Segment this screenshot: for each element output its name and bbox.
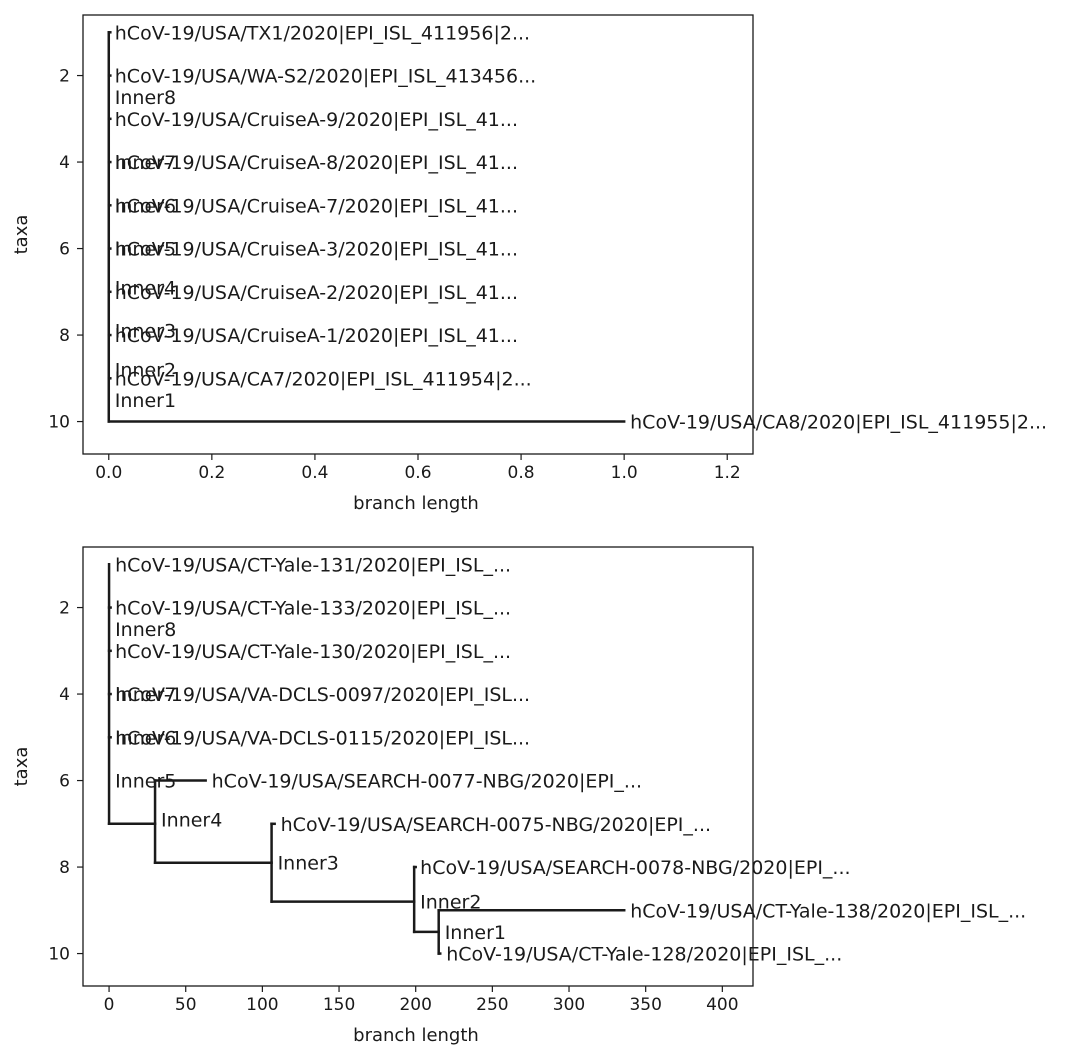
inner-node-label: Inner2 bbox=[420, 892, 481, 914]
y-tick-label: 8 bbox=[59, 326, 70, 346]
taxon-label: hCoV-19/USA/CT-Yale-128/2020|EPI_ISL_... bbox=[446, 944, 842, 966]
taxon-label: hCoV-19/USA/CT-Yale-133/2020|EPI_ISL_... bbox=[115, 598, 511, 620]
x-tick-label: 100 bbox=[246, 995, 278, 1015]
x-tick-label: 0.8 bbox=[508, 463, 535, 483]
x-tick-label: 350 bbox=[629, 995, 661, 1015]
y-tick-label: 6 bbox=[59, 240, 70, 260]
inner-node-label: Inner7 bbox=[115, 684, 176, 706]
tree-panel-bottom: 0 50 100 150 200 250 300 350 400 2 4 6 8 10 branch len… bbox=[11, 546, 1026, 1046]
y-tick-label: 2 bbox=[59, 67, 70, 87]
taxon-label: hCoV-19/USA/SEARCH-0078-NBG/2020|EPI_... bbox=[420, 857, 850, 879]
y-tick-label: 10 bbox=[48, 945, 70, 965]
x-tick-label: 0.6 bbox=[404, 463, 431, 483]
x-tick-label: 300 bbox=[553, 995, 585, 1015]
y-tick-label: 8 bbox=[59, 858, 70, 878]
taxon-label: hCoV-19/USA/SEARCH-0077-NBG/2020|EPI_... bbox=[212, 771, 642, 793]
inner-node-label: Inner3 bbox=[115, 321, 176, 343]
y-tick-label: 2 bbox=[59, 599, 70, 619]
x-tick-label: 0 bbox=[104, 995, 115, 1015]
y-tick-label: 4 bbox=[59, 685, 70, 705]
inner-node-label: Inner6 bbox=[115, 195, 176, 217]
inner-node-label: Inner5 bbox=[115, 771, 176, 793]
inner-node-label: Inner6 bbox=[115, 727, 176, 749]
taxon-label: hCoV-19/USA/CruiseA-2/2020|EPI_ISL_41... bbox=[115, 282, 518, 304]
inner-node-label: Inner8 bbox=[115, 619, 176, 641]
inner-node-label: Inner4 bbox=[161, 809, 222, 831]
x-tick-label: 200 bbox=[399, 995, 431, 1015]
taxon-label: hCoV-19/USA/SEARCH-0075-NBG/2020|EPI_... bbox=[281, 814, 711, 836]
x-tick-label: 0.4 bbox=[301, 463, 328, 483]
x-tick-label: 50 bbox=[175, 995, 197, 1015]
taxon-label: hCoV-19/USA/CA8/2020|EPI_ISL_411955|2... bbox=[630, 412, 1047, 434]
x-tick-label: 400 bbox=[706, 995, 738, 1015]
taxon-label: hCoV-19/USA/CruiseA-9/2020|EPI_ISL_41... bbox=[115, 109, 518, 131]
inner-node-label: Inner1 bbox=[115, 390, 176, 412]
y-axis-label: taxa bbox=[11, 215, 32, 255]
taxon-label: hCoV-19/USA/CruiseA-7/2020|EPI_ISL_41... bbox=[115, 195, 518, 217]
taxon-label: hCoV-19/USA/TX1/2020|EPI_ISL_411956|2... bbox=[115, 22, 530, 44]
x-tick-label: 1.2 bbox=[714, 463, 741, 483]
inner-node-label: Inner2 bbox=[115, 360, 176, 382]
taxon-label: hCoV-19/USA/CT-Yale-130/2020|EPI_ISL_... bbox=[115, 641, 511, 663]
taxon-label: hCoV-19/USA/CT-Yale-131/2020|EPI_ISL_... bbox=[115, 554, 511, 576]
inner-node-label: Inner8 bbox=[115, 87, 176, 109]
y-tick-label: 4 bbox=[59, 153, 70, 173]
y-tick-label: 6 bbox=[59, 772, 70, 792]
taxon-label: hCoV-19/USA/CruiseA-8/2020|EPI_ISL_41... bbox=[115, 152, 518, 174]
x-tick-label: 0.0 bbox=[95, 463, 122, 483]
x-tick-label: 250 bbox=[476, 995, 508, 1015]
inner-node-label: Inner4 bbox=[115, 277, 176, 299]
x-axis-label: branch length bbox=[353, 1025, 479, 1046]
inner-node-label: Inner1 bbox=[445, 922, 506, 944]
taxon-label: hCoV-19/USA/CA7/2020|EPI_ISL_411954|2... bbox=[115, 368, 532, 390]
taxon-label: hCoV-19/USA/WA-S2/2020|EPI_ISL_413456... bbox=[115, 66, 536, 88]
y-axis-label: taxa bbox=[11, 747, 32, 787]
tree-panel-top: 0.0 0.2 0.4 0.6 0.8 1.0 1.2 2 4 6 8 10 branch length… bbox=[11, 14, 1047, 514]
x-tick-label: 1.0 bbox=[611, 463, 638, 483]
taxon-label: hCoV-19/USA/VA-DCLS-0097/2020|EPI_ISL... bbox=[115, 684, 530, 706]
taxon-label: hCoV-19/USA/CT-Yale-138/2020|EPI_ISL_... bbox=[630, 900, 1026, 922]
inner-node-label: Inner3 bbox=[278, 853, 339, 875]
y-tick-label: 10 bbox=[48, 413, 70, 433]
x-tick-label: 0.2 bbox=[198, 463, 225, 483]
taxon-label: hCoV-19/USA/CruiseA-1/2020|EPI_ISL_41... bbox=[115, 325, 518, 347]
taxon-label: hCoV-19/USA/VA-DCLS-0115/2020|EPI_ISL... bbox=[115, 727, 530, 749]
taxon-label: hCoV-19/USA/CruiseA-3/2020|EPI_ISL_41... bbox=[115, 239, 518, 261]
x-tick-label: 150 bbox=[323, 995, 355, 1015]
plot-frame bbox=[82, 546, 754, 987]
x-axis-label: branch length bbox=[353, 493, 479, 514]
inner-node-label: Inner5 bbox=[115, 239, 176, 261]
inner-node-label: Inner7 bbox=[115, 152, 176, 174]
